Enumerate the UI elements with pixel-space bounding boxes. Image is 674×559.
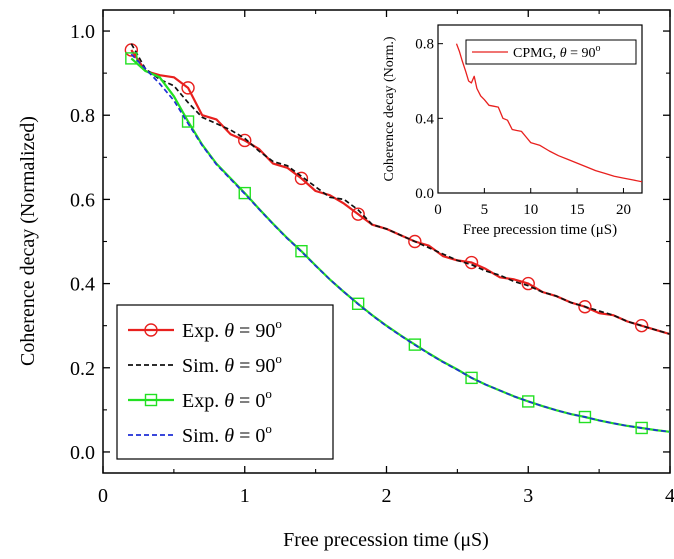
- inset-x-tick-label: 0: [434, 202, 442, 218]
- inset-x-tick-label: 20: [616, 202, 631, 218]
- main-legend-label-3: Sim. θ = 0o: [182, 421, 272, 447]
- main-series-2-marker: [181, 115, 195, 128]
- main-y-tick-label: 0.4: [70, 274, 95, 296]
- main-legend-label-1: Sim. θ = 90o: [182, 351, 282, 377]
- main-series-2-marker: [351, 297, 365, 310]
- inset-x-ticks: 0 5 10 15 20: [434, 188, 631, 218]
- main-series-2-marker: [465, 371, 478, 385]
- main-series-line-1: [130, 43, 670, 335]
- inset-y-tick-label: 0.4: [415, 111, 434, 127]
- main-legend-items: Exp. θ = 90o Sim. θ = 90o Exp. θ = 0o Sim. …: [128, 316, 282, 447]
- main-series-0-marker: [238, 133, 252, 148]
- inset-x-tick-label: 15: [570, 202, 585, 218]
- main-x-tick-label: 1: [240, 485, 250, 507]
- main-series-0-marker: [521, 276, 535, 291]
- main-x-ticks: 0 1 2 3 4: [98, 10, 674, 507]
- inset-series-line-0: [455, 43, 642, 183]
- main-x-tick-label: 2: [382, 485, 392, 507]
- main-series-line-3: [130, 53, 670, 433]
- main-y-ticks: 0.0 0.2 0.4 0.6 0.8 1.0: [70, 21, 670, 464]
- main-x-tick-label: 0: [98, 485, 108, 507]
- inset-legend: CPMG, θ = 90o: [465, 39, 637, 65]
- main-series-0-marker: [351, 207, 365, 221]
- main-y-axis-label: Coherence decay (Normalized): [17, 116, 39, 366]
- inset-x-tick-label: 10: [523, 202, 538, 218]
- main-x-tick-label: 4: [665, 485, 674, 507]
- main-series-2-marker: [238, 186, 251, 200]
- main-series-2-marker: [522, 395, 535, 408]
- main-legend-marker-0: [144, 323, 158, 337]
- inset-y-ticks: 0.0 0.4 0.8: [415, 37, 443, 202]
- main-y-tick-label: 1.0: [70, 21, 95, 43]
- inset-y-tick-label: 0.0: [415, 186, 434, 202]
- inset-y-tick-label: 0.8: [415, 37, 434, 53]
- main-series-0-marker: [634, 318, 649, 333]
- main-series-0-marker: [408, 234, 422, 249]
- main-legend-label-0: Exp. θ = 90o: [182, 316, 282, 342]
- main-series-0-marker: [578, 300, 592, 314]
- inset-x-tick-label: 5: [481, 202, 489, 218]
- inset-chart: 0 5 10 15 20 0.0 0.4 0.8 Free precession time …: [382, 24, 643, 238]
- inset-series: [455, 43, 642, 183]
- main-series-0-marker: [294, 171, 309, 186]
- main-x-axis-label: Free precession time (μS): [283, 529, 489, 551]
- main-series-0-marker: [181, 81, 195, 95]
- main-y-tick-label: 0.6: [70, 189, 95, 211]
- main-legend-marker-2: [144, 393, 158, 407]
- main-series-2-marker: [125, 52, 138, 65]
- main-legend-label-2: Exp. θ = 0o: [182, 386, 272, 412]
- main-chart: 0 1 2 3 4 0.0 0.2 0.4 0.6 0.8 1.0 Free precession…: [17, 9, 674, 551]
- main-y-tick-label: 0.2: [70, 358, 95, 380]
- inset-legend-items: CPMG, θ = 90o: [472, 43, 600, 61]
- inset-y-axis-label: Coherence decay (Norm.): [382, 36, 397, 181]
- main-x-tick-label: 3: [523, 485, 533, 507]
- main-series-2-marker: [408, 338, 422, 351]
- main-legend: Exp. θ = 90o Sim. θ = 90o Exp. θ = 0o Sim. …: [116, 304, 334, 460]
- inset-x-axis-label: Free precession time (μS): [463, 222, 617, 238]
- main-series: [124, 43, 670, 435]
- main-series-2-marker: [295, 244, 308, 258]
- main-y-tick-label: 0.8: [70, 105, 95, 127]
- inset-legend-box: [465, 39, 637, 65]
- inset-legend-label: CPMG, θ = 90o: [513, 43, 600, 61]
- main-series-2-marker: [578, 410, 592, 424]
- main-y-tick-label: 0.0: [70, 442, 95, 464]
